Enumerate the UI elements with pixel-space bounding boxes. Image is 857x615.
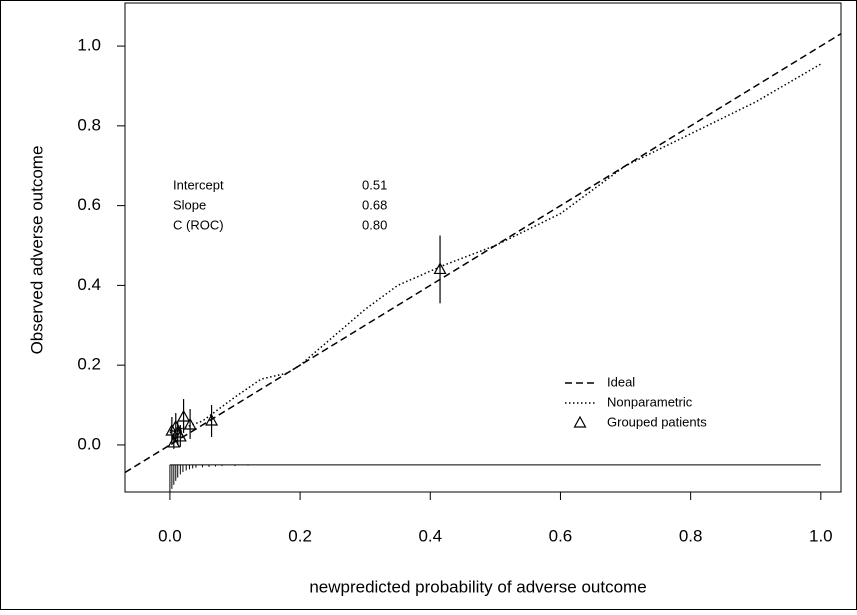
y-tick-label: 1.0 — [77, 36, 101, 55]
x-tick-label: 0.0 — [158, 526, 182, 545]
x-tick-label: 0.4 — [418, 526, 442, 545]
y-tick-label: 0.8 — [77, 115, 101, 134]
x-tick-label: 0.6 — [549, 526, 573, 545]
y-axis-label: Observed adverse outcome — [27, 146, 46, 355]
legend-label: Ideal — [607, 374, 635, 389]
stat-label: Slope — [173, 197, 206, 212]
point — [167, 435, 181, 448]
y-tick-label: 0.6 — [77, 195, 101, 214]
plot-box — [124, 2, 842, 493]
point — [173, 429, 187, 442]
legend-symbol — [573, 415, 587, 428]
point — [165, 423, 179, 436]
point — [433, 262, 447, 275]
y-tick-label: 0.4 — [77, 275, 101, 294]
stat-label: Intercept — [173, 177, 224, 192]
x-tick-label: 0.8 — [679, 526, 703, 545]
x-axis-label: newpredicted probability of adverse outc… — [309, 577, 646, 596]
stat-label: C (ROC) — [173, 217, 224, 232]
line — [124, 33, 842, 474]
stat-value: 0.80 — [362, 217, 387, 232]
x-tick-label: 0.2 — [288, 526, 312, 545]
y-tick-label: 0.0 — [77, 434, 101, 453]
point — [183, 417, 197, 430]
stat-value: 0.51 — [362, 177, 387, 192]
y-tick-label: 0.2 — [77, 355, 101, 374]
x-tick-label: 1.0 — [809, 526, 833, 545]
legend-label: Nonparametric — [607, 394, 693, 409]
stat-value: 0.68 — [362, 197, 387, 212]
point — [177, 409, 191, 422]
point — [205, 413, 219, 426]
legend-label: Grouped patients — [607, 414, 707, 429]
